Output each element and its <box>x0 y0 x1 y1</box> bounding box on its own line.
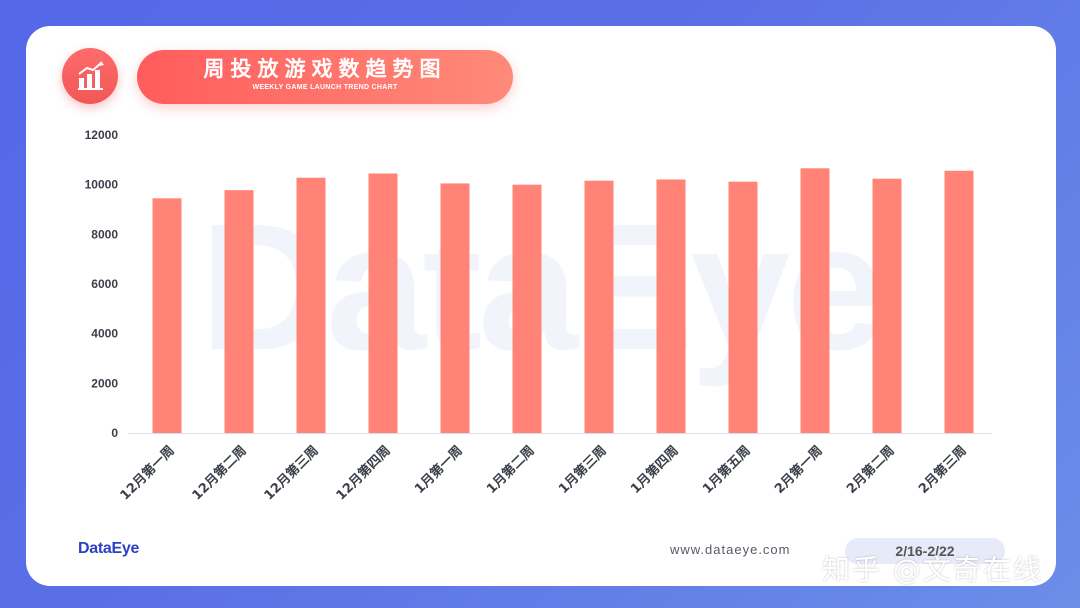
bar <box>224 190 254 433</box>
date-range-badge: 2/16-2/22 <box>845 538 1005 564</box>
x-tick-label: 12月第四周 <box>333 443 394 504</box>
bar-chart-trend-icon <box>78 61 104 90</box>
x-tick-label: 12月第三周 <box>261 443 322 504</box>
x-tick-label: 2月第二周 <box>843 443 897 497</box>
bar <box>728 181 758 433</box>
y-tick-label: 12000 <box>85 128 119 142</box>
bar <box>368 173 398 433</box>
x-tick-label: 1月第三周 <box>555 443 609 497</box>
bar <box>584 180 614 433</box>
bar <box>152 198 182 433</box>
y-tick-label: 2000 <box>91 376 118 390</box>
x-tick-label: 1月第五周 <box>699 443 753 497</box>
y-tick-label: 6000 <box>91 277 118 291</box>
title-badge <box>62 48 118 104</box>
y-tick-label: 8000 <box>91 227 118 241</box>
y-tick-label: 0 <box>111 426 118 440</box>
bar <box>296 177 326 433</box>
x-tick-label: 1月第二周 <box>483 443 537 497</box>
x-tick-label: 1月第四周 <box>627 443 681 497</box>
y-tick-label: 10000 <box>85 178 119 192</box>
bar <box>944 170 974 433</box>
y-tick-label: 4000 <box>91 327 118 341</box>
x-tick-label: 12月第一周 <box>117 443 178 504</box>
x-tick-label: 1月第一周 <box>411 443 465 497</box>
brand-logo: DataEye <box>78 540 140 557</box>
bar <box>872 178 902 433</box>
zhihu-watermark: 知乎 @文奇在线 <box>822 553 1043 586</box>
website-link[interactable]: www.dataeye.com <box>670 542 791 557</box>
bar <box>800 168 830 433</box>
x-tick-label: 2月第三周 <box>915 443 969 497</box>
chart-title: 周投放游戏数趋势图 <box>203 57 447 81</box>
title-banner: 周投放游戏数趋势图 WEEKLY GAME LAUNCH TREND CHART <box>137 50 513 104</box>
bar <box>656 179 686 433</box>
bar <box>440 183 470 433</box>
x-tick-label: 2月第一周 <box>771 443 825 497</box>
chart-subtitle: WEEKLY GAME LAUNCH TREND CHART <box>252 84 398 91</box>
bar <box>512 184 542 433</box>
x-tick-label: 12月第二周 <box>189 443 250 504</box>
